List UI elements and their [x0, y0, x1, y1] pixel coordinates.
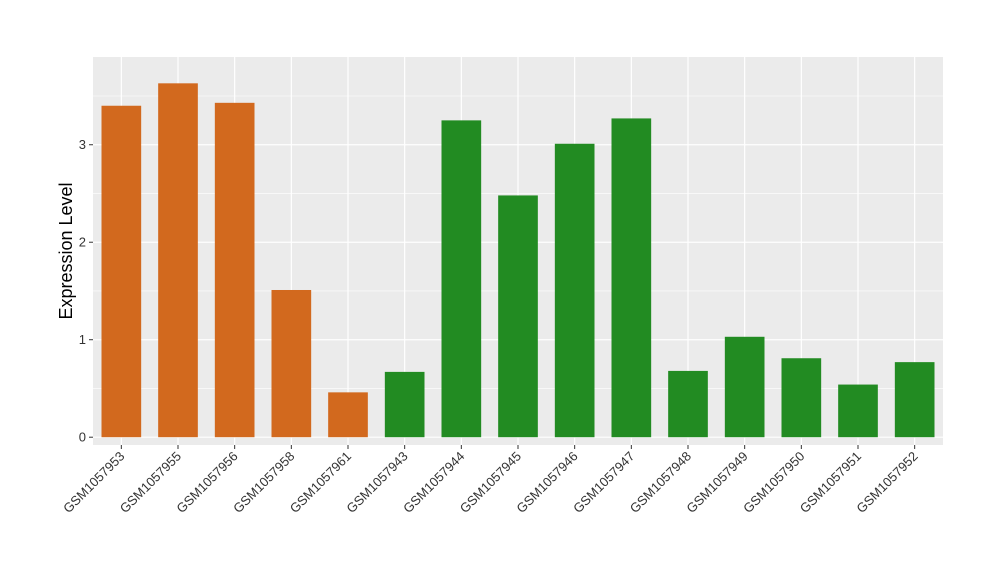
bar	[101, 105, 142, 438]
bar	[498, 195, 538, 438]
y-tick-label: 0	[79, 430, 86, 445]
bar	[214, 102, 255, 438]
bars	[101, 83, 935, 438]
y-tick-label: 1	[79, 332, 86, 347]
bar	[838, 384, 878, 438]
bar	[611, 118, 652, 438]
bar	[554, 143, 595, 438]
bar	[668, 370, 708, 438]
y-tick-label: 3	[79, 137, 86, 152]
y-tick-label: 2	[79, 235, 86, 250]
bar	[328, 392, 368, 438]
y-axis: 0 1 2 3	[79, 137, 93, 445]
x-axis: GSM1057953GSM1057955GSM1057956GSM1057958…	[60, 445, 921, 516]
bar	[158, 83, 198, 438]
bar	[894, 362, 935, 438]
bar	[384, 371, 425, 438]
y-axis-title: Expression Level	[56, 182, 76, 319]
bar	[441, 120, 482, 438]
bar	[724, 336, 765, 438]
bar	[781, 358, 822, 438]
bar	[271, 289, 312, 438]
